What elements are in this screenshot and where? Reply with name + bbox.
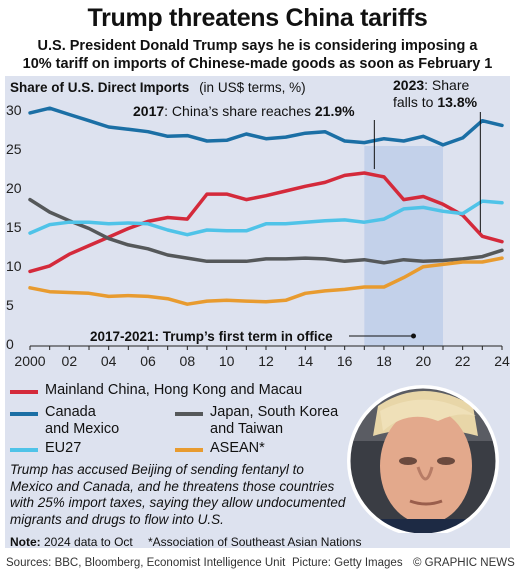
y-axis: 0 5 10 15 20 25 30 (6, 102, 22, 352)
x-tick-label: 14 (298, 353, 314, 369)
legend-label-canada-mexico: Canada and Mexico (45, 404, 119, 438)
annotation-2023-value: 13.8% (437, 94, 477, 110)
series-line-1 (28, 106, 504, 147)
chart-title-text: Share of U.S. Direct Imports (10, 80, 189, 95)
subtitle-line-1: U.S. President Donald Trump says he is c… (37, 38, 478, 54)
legend-swatch-eu27 (10, 448, 38, 452)
note: Note: 2024 data to Oct (10, 535, 133, 549)
annotation-2023-year: 2023 (393, 77, 424, 93)
annotation-2023-falls: falls to (393, 94, 437, 110)
annotation-2017-year: 2017 (133, 103, 164, 119)
y-tick-label: 0 (6, 336, 14, 352)
legend-swatch-canada-mexico (10, 412, 38, 416)
term-annotation: 2017-2021: Trump’s first term in office (90, 329, 333, 344)
legend-label-asean: ASEAN* (210, 440, 265, 456)
x-tick-label: 02 (62, 353, 78, 369)
annotation-2017: 2017: China’s share reaches 21.9% (133, 103, 355, 119)
asterisk-note: *Association of Southeast Asian Nations (148, 535, 362, 549)
legend-label-canada-mexico-l2: and Mexico (45, 421, 120, 437)
series-line-4 (28, 256, 504, 306)
subtitle-line-2: 10% tariff on imports of Chinese-made go… (22, 56, 493, 72)
chart-title: Share of U.S. Direct Imports (in US$ ter… (10, 80, 306, 95)
y-tick-label: 30 (6, 102, 22, 118)
legend-label-china: Mainland China, Hong Kong and Macau (45, 382, 303, 398)
annotation-2017-value: 21.9% (315, 103, 355, 119)
footer: Sources: BBC, Bloomberg, Economist Intel… (0, 552, 515, 575)
footnote-text: Trump has accused Beijing of sending fen… (10, 462, 346, 527)
legend-swatch-japan-korea-taiwan (175, 412, 203, 416)
x-tick-label: 12 (258, 353, 274, 369)
y-tick-label: 25 (6, 141, 22, 157)
annotation-2023-text: : Share (424, 77, 469, 93)
first-term-shade (364, 146, 443, 346)
annotation-2023: 2023: Share (393, 77, 470, 93)
series-line-3 (28, 199, 504, 237)
legend-swatch-china (10, 390, 38, 394)
y-tick-label: 20 (6, 180, 22, 196)
picture-credit: Picture: Getty Images (292, 557, 403, 569)
trump-photo (347, 385, 499, 533)
series-line-2 (28, 197, 504, 265)
x-tick-label: 24 (494, 353, 510, 369)
note-label: Note: (10, 535, 41, 549)
annotation-2017-text: : China’s share reaches (164, 103, 315, 119)
x-tick-label: 18 (376, 353, 392, 369)
x-tick-label: 16 (337, 353, 353, 369)
y-tick-label: 5 (6, 297, 14, 313)
y-tick-label: 15 (6, 219, 22, 235)
y-tick-label: 10 (6, 258, 22, 274)
graphic-news-credit: © GRAPHIC NEWS (413, 557, 515, 569)
x-tick-label: 08 (180, 353, 196, 369)
legend-label-canada-mexico-l1: Canada (45, 404, 96, 420)
legend-label-jkt-l1: Japan, South Korea (210, 404, 339, 420)
legend-swatch-asean (175, 448, 203, 452)
x-axis: 2000 02 04 06 08 10 12 14 16 18 20 22 24 (14, 345, 510, 369)
legend-label-japan-korea-taiwan: Japan, South Korea and Taiwan (210, 404, 338, 438)
page-title: Trump threatens China tariffs (87, 4, 428, 32)
annotation-2023-line2: falls to 13.8% (393, 94, 478, 110)
x-tick-label: 04 (101, 353, 117, 369)
legend-label-jkt-l2: and Taiwan (210, 421, 284, 437)
note-text: 2024 data to Oct (40, 535, 133, 549)
x-tick-label: 10 (219, 353, 235, 369)
x-tick-label: 22 (455, 353, 471, 369)
x-tick-label: 20 (416, 353, 432, 369)
legend-label-eu27: EU27 (45, 440, 82, 456)
x-tick-label: 06 (140, 353, 156, 369)
series-lines (28, 106, 504, 306)
chart-panel: 0 5 10 15 20 25 30 2000 02 04 06 08 10 12 14 16 18 20 22 2… (5, 76, 510, 548)
term-leader-dot (411, 333, 416, 339)
chart-units: (in US$ terms, %) (199, 80, 306, 95)
sources: Sources: BBC, Bloomberg, Economist Intel… (6, 557, 286, 569)
x-tick-label: 2000 (14, 353, 45, 369)
